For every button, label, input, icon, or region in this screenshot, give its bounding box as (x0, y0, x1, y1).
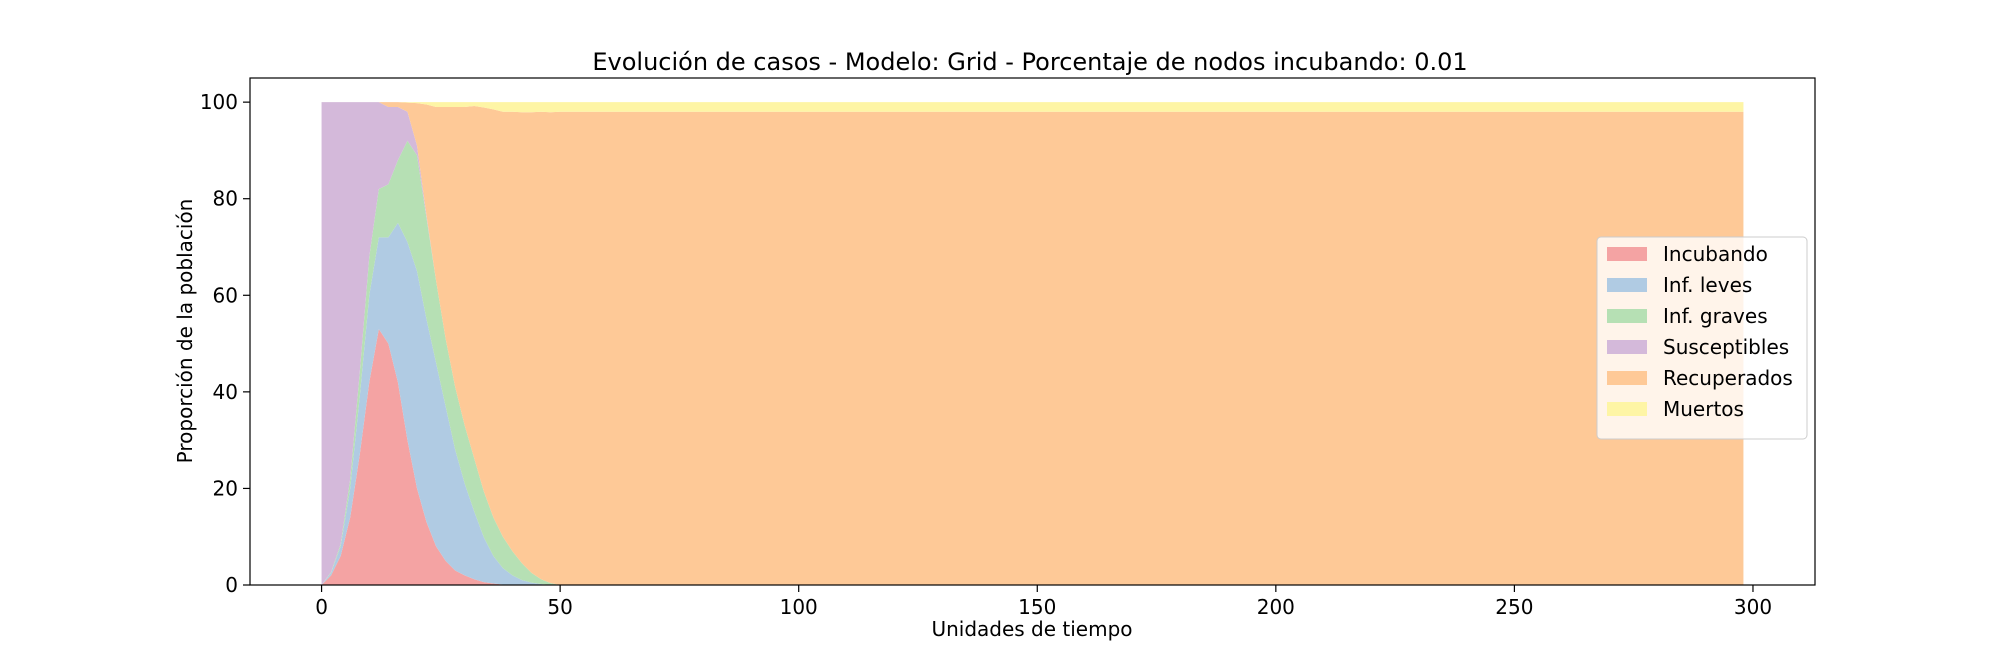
x-axis: 0 50 100 150 200 250 300 (315, 585, 1772, 619)
x-tick-label: 100 (780, 595, 818, 619)
y-axis: 0 20 40 60 80 100 (200, 90, 250, 597)
y-tick-label: 0 (225, 573, 238, 597)
legend-label: Susceptibles (1663, 335, 1789, 359)
legend-label: Inf. leves (1663, 273, 1752, 297)
area-layer (321, 102, 1744, 586)
legend-swatch (1607, 247, 1647, 261)
x-tick-label: 200 (1257, 595, 1295, 619)
plot-frame (249, 77, 1816, 586)
x-axis-label: Unidades de tiempo (931, 617, 1132, 641)
y-tick-label: 80 (213, 187, 238, 211)
y-axis-label: Proporción de la población (173, 199, 197, 464)
legend-label: Inf. graves (1663, 304, 1768, 328)
legend-label: Incubando (1663, 242, 1768, 266)
legend-swatch (1607, 278, 1647, 292)
legend-label: Muertos (1663, 397, 1744, 421)
x-tick-label: 150 (1018, 595, 1056, 619)
y-tick-label: 100 (200, 90, 238, 114)
legend-swatch (1607, 402, 1647, 416)
x-tick-label: 50 (547, 595, 572, 619)
legend: Incubando Inf. leves Inf. graves Susceptibl… (1596, 236, 1808, 440)
legend-label: Recuperados (1663, 366, 1793, 390)
legend-swatch (1607, 340, 1647, 354)
legend-swatch (1607, 309, 1647, 323)
y-tick-label: 20 (213, 476, 238, 500)
area-series-1 (321, 222, 1744, 586)
chart-title: Evolución de casos - Modelo: Grid - Porc… (592, 48, 1467, 76)
area-series-5 (321, 102, 1744, 113)
legend-frame (1596, 236, 1808, 440)
x-tick-label: 300 (1734, 595, 1772, 619)
legend-swatch (1607, 371, 1647, 385)
x-tick-label: 250 (1495, 595, 1533, 619)
area-series-4 (321, 102, 1744, 585)
y-tick-label: 60 (213, 283, 238, 307)
x-tick-label: 0 (315, 595, 328, 619)
y-tick-label: 40 (213, 380, 238, 404)
